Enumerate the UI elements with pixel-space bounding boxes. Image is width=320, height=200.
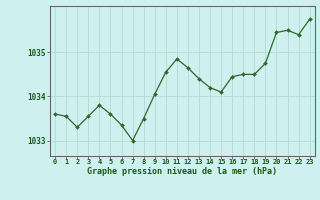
X-axis label: Graphe pression niveau de la mer (hPa): Graphe pression niveau de la mer (hPa) <box>87 167 277 176</box>
